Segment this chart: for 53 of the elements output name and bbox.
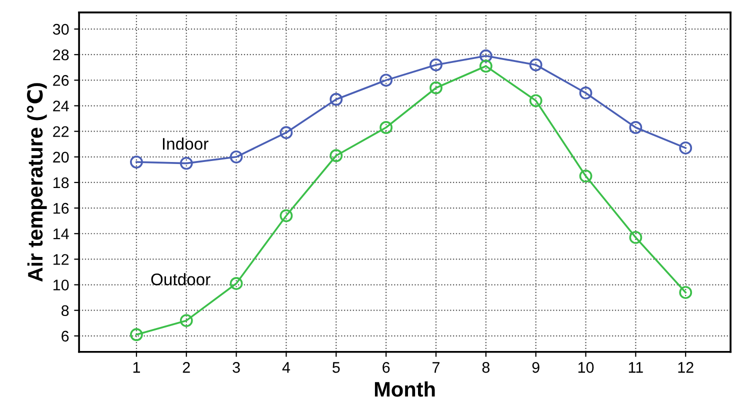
x-tick-label: 4 (282, 362, 290, 373)
point (130, 156, 143, 168)
point (579, 170, 592, 183)
point (679, 286, 692, 299)
point (529, 94, 542, 108)
x-axis-title: Month (374, 381, 435, 397)
point (579, 86, 592, 100)
point (380, 74, 393, 87)
point (330, 92, 343, 106)
point (479, 49, 492, 62)
y-tick-label: 6 (62, 330, 69, 342)
y-axis-title: Air temperature (℃) (26, 83, 47, 282)
y-tick-label: 12 (54, 254, 69, 265)
x-tick-label: 5 (332, 362, 340, 373)
y-tick-label: 22 (53, 126, 69, 137)
x-tick-label: 6 (382, 362, 390, 373)
point (679, 141, 692, 154)
point (180, 314, 193, 328)
x-tick-label: 10 (578, 362, 594, 373)
y-tick-label: 8 (62, 305, 69, 316)
point (430, 58, 442, 72)
x-tick-label: 8 (482, 362, 490, 373)
y-tick-label: 26 (53, 75, 69, 86)
y-tick-label: 24 (53, 100, 69, 112)
point (330, 149, 343, 162)
y-tick-label: 16 (54, 202, 69, 214)
point (629, 231, 642, 244)
point (529, 58, 542, 72)
x-tick-label: 1 (133, 362, 140, 373)
y-tick-label: 14 (54, 228, 69, 240)
point (230, 277, 243, 290)
y-tick-label: 10 (54, 280, 69, 290)
y-tick-label: 30 (52, 24, 69, 35)
point (280, 209, 293, 222)
y-tick-label: 28 (53, 49, 69, 60)
x-tick-label: 3 (232, 362, 240, 373)
y-tick-label: 18 (54, 177, 69, 188)
series-label: Indoor (162, 138, 208, 150)
series-label: Outdoor (151, 273, 210, 286)
point (280, 126, 293, 140)
point (479, 60, 492, 73)
point (430, 81, 442, 94)
point (230, 150, 243, 164)
x-tick-label: 11 (628, 362, 643, 373)
x-tick-label: 9 (532, 362, 540, 373)
x-tick-label: 2 (182, 362, 190, 373)
x-tick-label: 12 (678, 362, 694, 373)
y-tick-label: 20 (53, 152, 69, 163)
point (380, 121, 393, 134)
point (180, 156, 193, 170)
x-tick-label: 7 (432, 362, 440, 373)
point (130, 328, 143, 342)
point (629, 121, 642, 134)
